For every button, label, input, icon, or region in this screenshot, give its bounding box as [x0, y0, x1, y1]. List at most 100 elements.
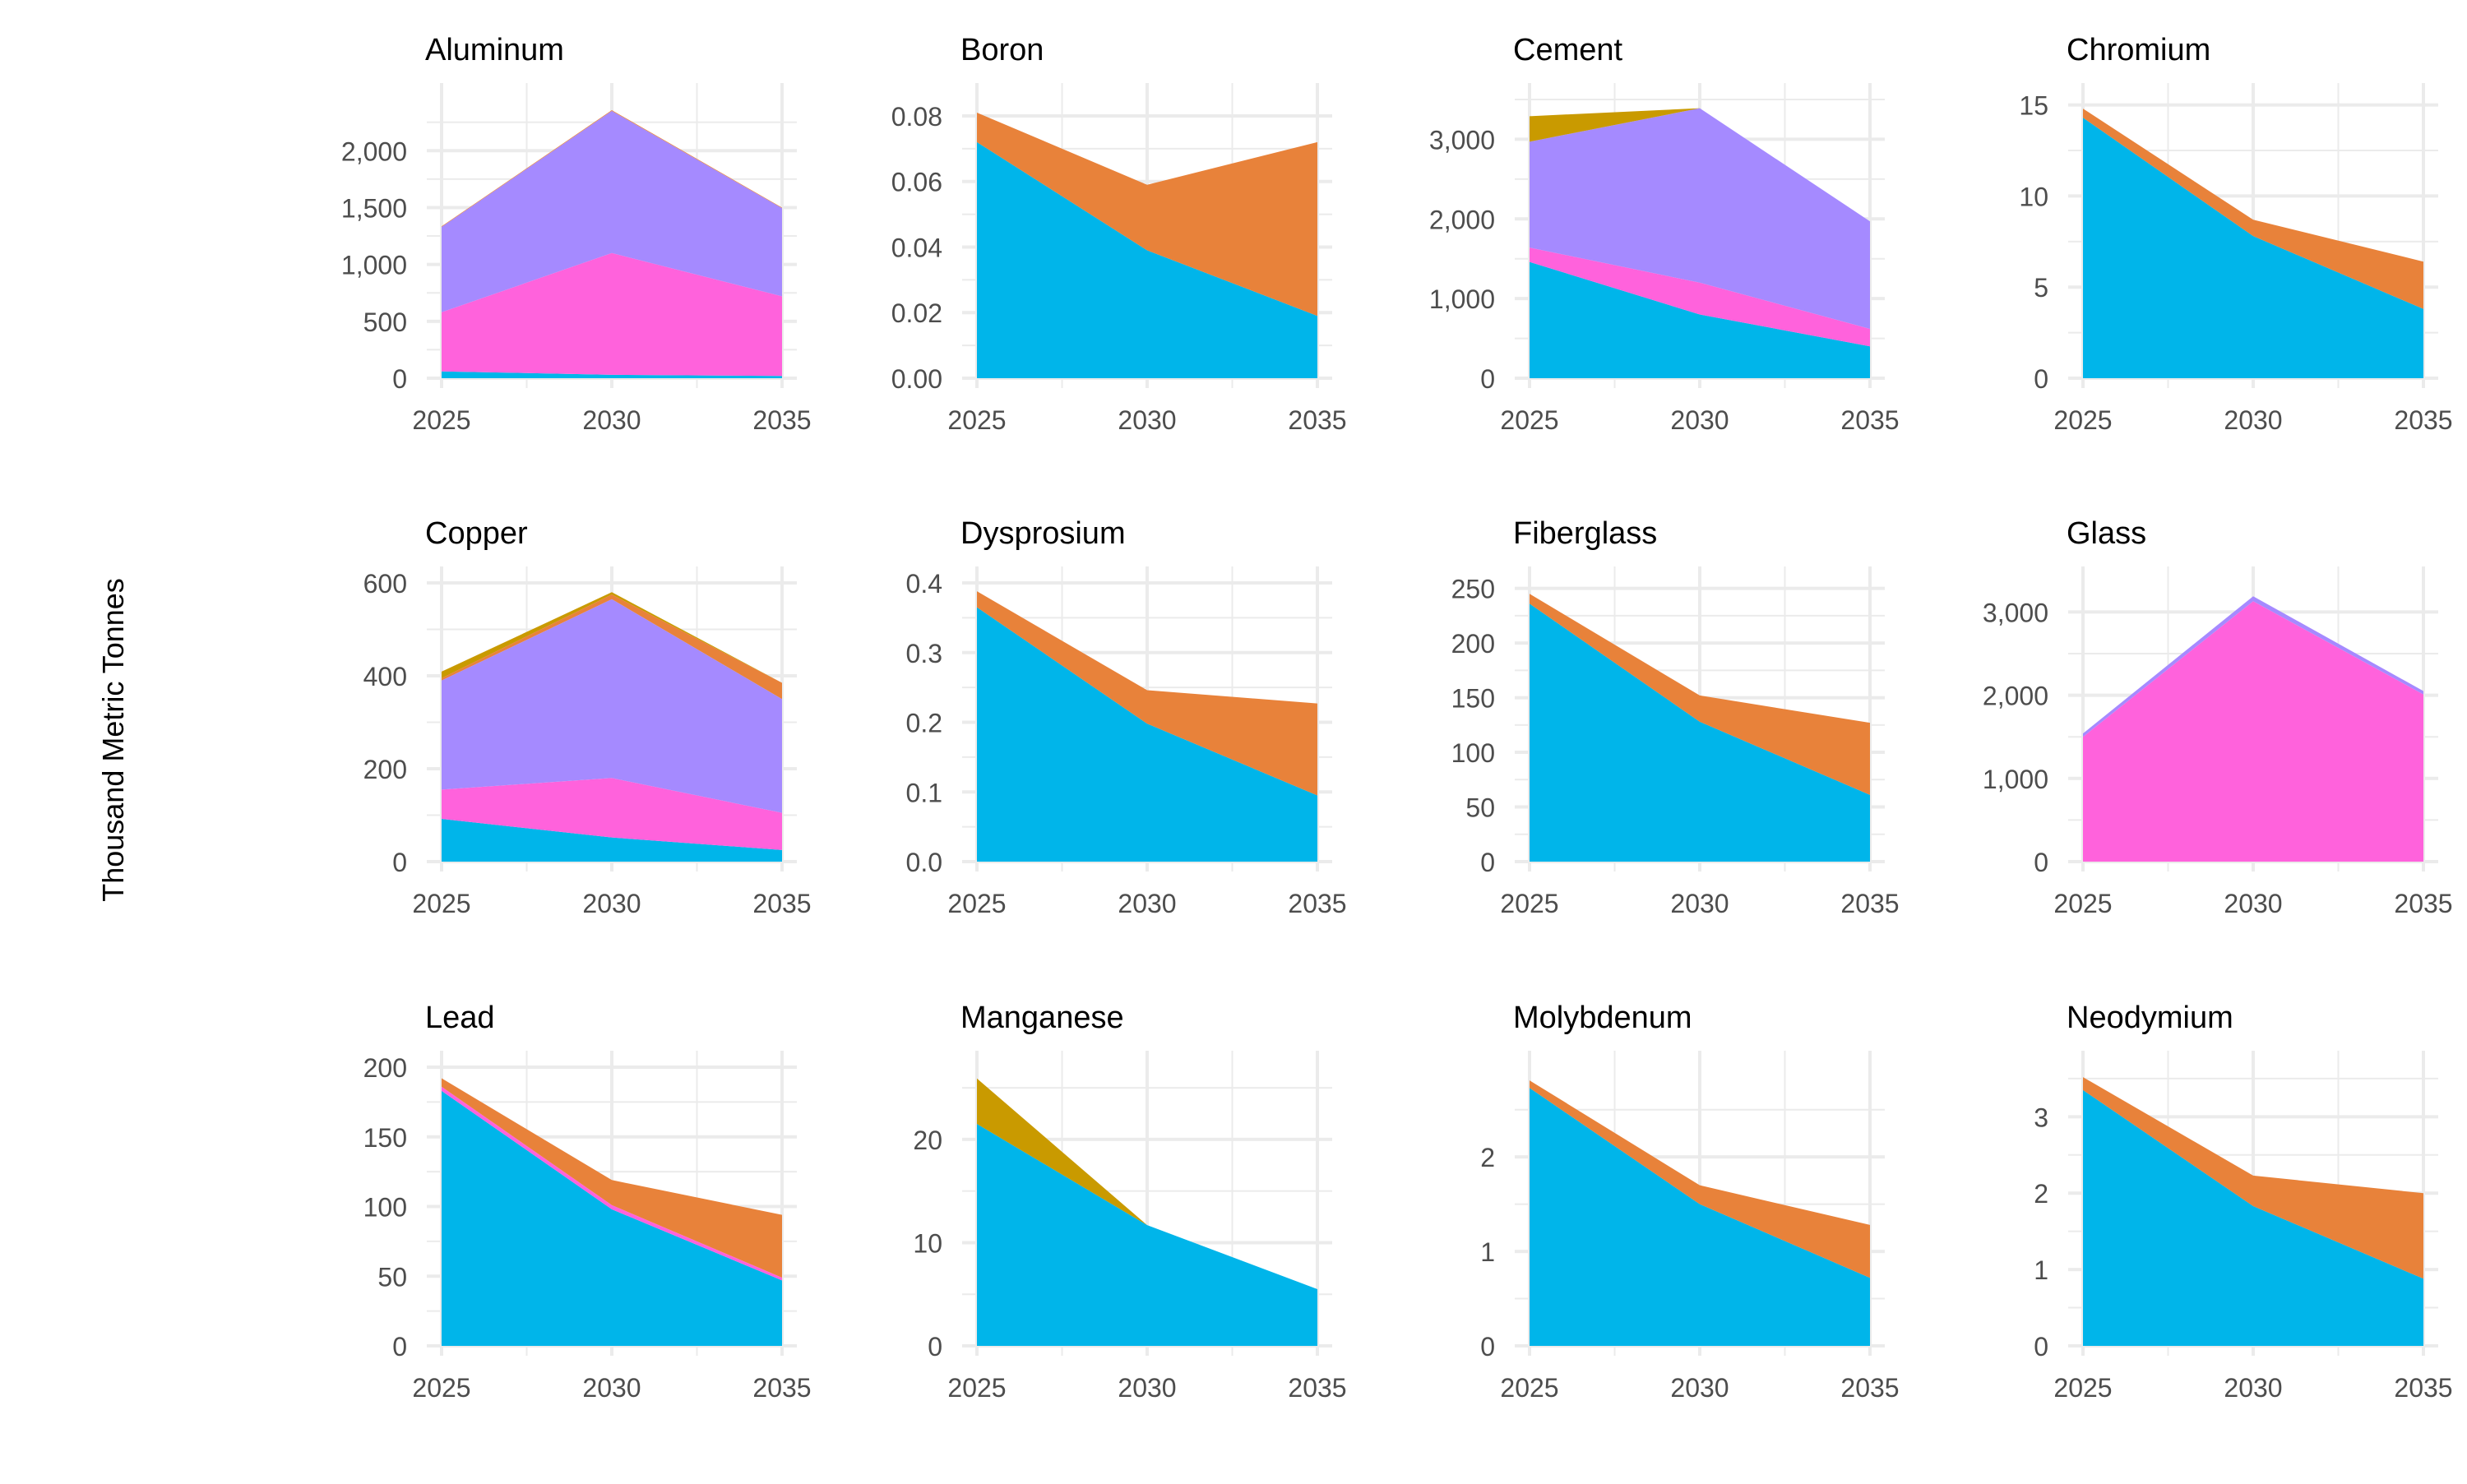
y-tick-label: 1,500 — [341, 193, 407, 223]
area-boron-series-1 — [977, 141, 1317, 378]
area-cement-series-2 — [1530, 247, 1870, 347]
area-cement-series-1 — [1530, 261, 1870, 378]
y-tick-label: 2,000 — [341, 136, 407, 166]
x-tick-label: 2030 — [582, 1373, 641, 1403]
panel-title: Manganese — [960, 1001, 1124, 1035]
y-tick-label: 0.1 — [906, 778, 942, 807]
panel-manganese: Manganese 0 10 20 2025 2030 2035 — [913, 1001, 1346, 1403]
area-copper-series-2 — [442, 778, 782, 850]
area-molybdenum-series-1 — [1530, 1088, 1870, 1346]
area-glass-series-1 — [2083, 601, 2423, 862]
panel-title: Neodymium — [2067, 1001, 2233, 1035]
x-tick-label: 2025 — [412, 1373, 470, 1403]
x-tick-label: 2035 — [1288, 1373, 1346, 1403]
panel-neodymium: Neodymium 0 1 2 3 2025 2030 2035 — [2034, 1001, 2452, 1403]
x-tick-label: 2030 — [582, 405, 641, 435]
y-tick-label: 0 — [1480, 848, 1495, 877]
area-dysprosium-series-1 — [977, 607, 1317, 862]
panel-title: Chromium — [2067, 33, 2210, 67]
x-tick-label: 2035 — [1288, 405, 1346, 435]
x-tick-label: 2025 — [1500, 889, 1558, 918]
area-fiberglass-series-1 — [1530, 603, 1870, 862]
panel-title: Lead — [425, 1001, 495, 1035]
panel-chromium: Chromium 0 5 10 15 2025 2030 2035 — [2019, 33, 2452, 435]
y-tick-label: 1,000 — [1983, 765, 2048, 794]
y-tick-label: 1 — [2034, 1255, 2048, 1285]
y-tick-label: 10 — [913, 1228, 942, 1258]
y-tick-label: 0 — [392, 848, 407, 877]
y-tick-label: 0.2 — [906, 709, 942, 738]
y-tick-label: 0 — [2034, 364, 2048, 394]
panel-title: Molybdenum — [1513, 1001, 1692, 1035]
y-tick-label: 0 — [392, 1332, 407, 1361]
area-cement-series-4 — [1530, 108, 1870, 222]
y-tick-label: 3,000 — [1983, 598, 2048, 627]
y-tick-label: 200 — [1451, 629, 1495, 659]
y-tick-label: 0.02 — [891, 298, 942, 328]
y-tick-label: 1,000 — [341, 251, 407, 280]
y-tick-label: 100 — [1451, 738, 1495, 768]
y-tick-label: 0.4 — [906, 569, 942, 599]
area-dysprosium-series-2 — [977, 591, 1317, 796]
x-tick-label: 2025 — [947, 889, 1006, 918]
y-tick-label: 2,000 — [1429, 205, 1495, 234]
y-tick-label: 250 — [1451, 575, 1495, 604]
y-tick-label: 0 — [1480, 1332, 1495, 1361]
y-tick-label: 5 — [2034, 273, 2048, 303]
x-tick-label: 2025 — [1500, 1373, 1558, 1403]
panel-aluminum: Aluminum 0 500 1,000 1,500 2,000 2025 2030 2035 — [341, 33, 812, 435]
y-tick-label: 2 — [2034, 1179, 2048, 1209]
y-tick-label: 150 — [363, 1123, 407, 1153]
area-copper-series-3 — [442, 599, 782, 813]
area-manganese-series-1 — [977, 1124, 1317, 1346]
y-tick-label: 0.08 — [891, 102, 942, 132]
y-tick-label: 0.06 — [891, 168, 942, 197]
panel-title: Dysprosium — [960, 516, 1126, 551]
panel-cement: Cement 0 1,000 2,000 3,000 2025 2030 2035 — [1429, 33, 1900, 435]
area-lead-series-3 — [442, 1078, 782, 1278]
y-tick-label: 0.04 — [891, 233, 942, 262]
panel-lead: Lead 0 50 100 150 200 2025 2030 2035 — [363, 1001, 812, 1403]
panel-fiberglass: Fiberglass 0 50 100 150 200 250 2025 2030 2035 — [1451, 516, 1900, 918]
x-tick-label: 2025 — [1500, 405, 1558, 435]
x-tick-label: 2030 — [2224, 889, 2282, 918]
area-aluminum-series-2 — [442, 252, 782, 377]
panel-title: Fiberglass — [1513, 516, 1657, 551]
panel-title: Aluminum — [425, 33, 564, 67]
y-tick-label: 150 — [1451, 684, 1495, 714]
area-fiberglass-series-2 — [1530, 594, 1870, 795]
panel-title: Cement — [1513, 33, 1622, 67]
y-tick-label: 3 — [2034, 1103, 2048, 1132]
x-tick-label: 2025 — [947, 405, 1006, 435]
x-tick-label: 2035 — [2394, 405, 2452, 435]
area-chromium-series-1 — [2083, 118, 2423, 378]
x-tick-label: 2025 — [2053, 1373, 2112, 1403]
x-tick-label: 2030 — [1118, 1373, 1176, 1403]
y-tick-label: 50 — [377, 1262, 407, 1292]
y-tick-label: 1 — [1480, 1237, 1495, 1267]
panel-title: Copper — [425, 516, 528, 551]
x-tick-label: 2035 — [1288, 889, 1346, 918]
y-tick-label: 0 — [392, 364, 407, 394]
x-tick-label: 2035 — [2394, 889, 2452, 918]
x-tick-label: 2025 — [412, 405, 470, 435]
x-tick-label: 2035 — [752, 405, 811, 435]
x-tick-label: 2030 — [1118, 405, 1176, 435]
area-copper-series-4 — [442, 594, 782, 700]
y-tick-label: 0 — [2034, 848, 2048, 877]
area-boron-series-2 — [977, 112, 1317, 317]
x-tick-label: 2030 — [1118, 889, 1176, 918]
y-tick-label: 2,000 — [1983, 682, 2048, 711]
y-tick-label: 50 — [1465, 793, 1495, 823]
y-tick-label: 0 — [2034, 1332, 2048, 1361]
panel-molybdenum: Molybdenum 0 1 2 2025 2030 2035 — [1480, 1001, 1899, 1403]
y-tick-label: 1,000 — [1429, 284, 1495, 314]
area-aluminum-series-3 — [442, 110, 782, 312]
area-neodymium-series-1 — [2083, 1089, 2423, 1346]
x-tick-label: 2030 — [2224, 405, 2282, 435]
y-tick-label: 0.00 — [891, 364, 942, 394]
x-tick-label: 2025 — [412, 889, 470, 918]
x-tick-label: 2035 — [752, 889, 811, 918]
